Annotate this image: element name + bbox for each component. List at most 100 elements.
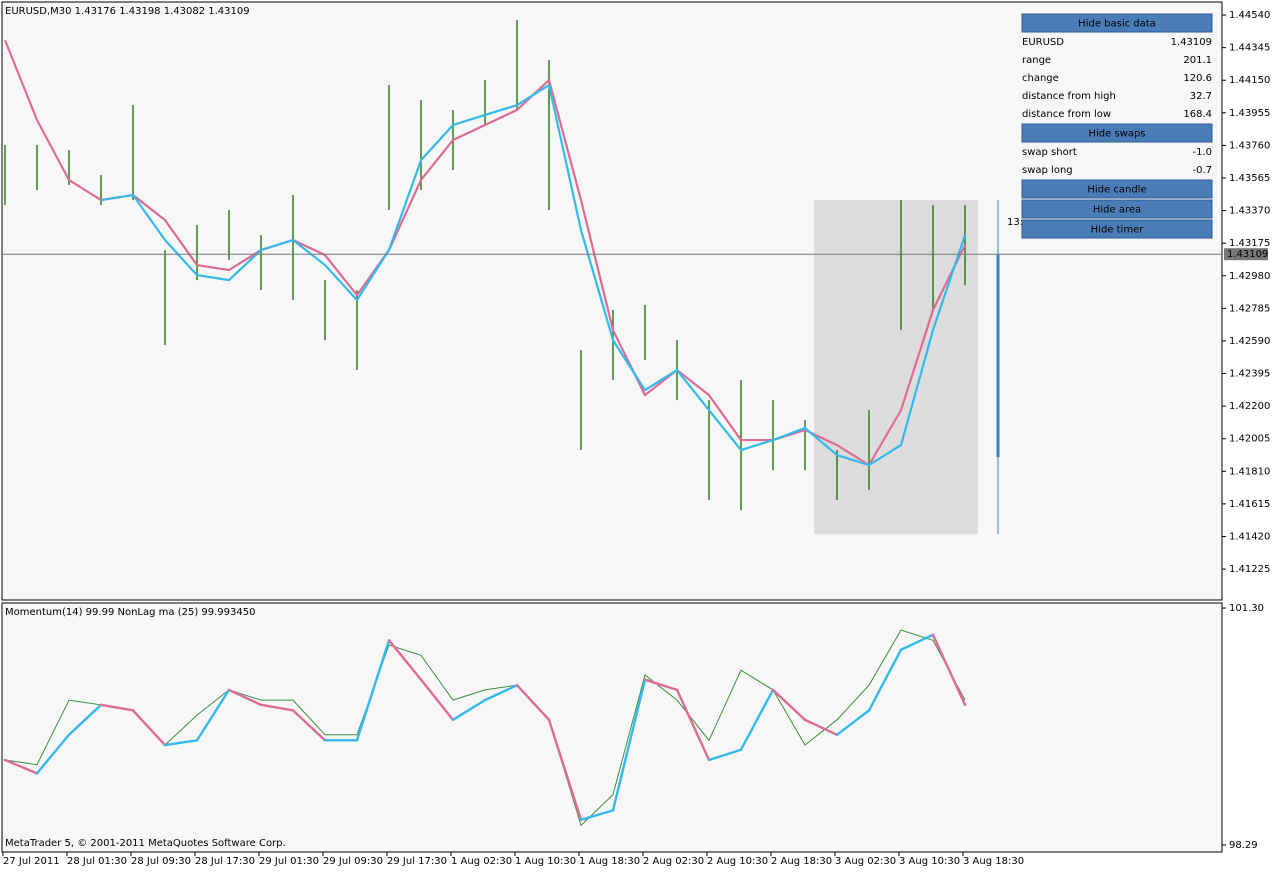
info-value: 1.43109 xyxy=(1171,37,1212,48)
ma-segment xyxy=(611,678,647,812)
candle-body xyxy=(996,254,1000,458)
timer-label: 13: xyxy=(1007,217,1023,228)
y-tick-label: 1.42590 xyxy=(1229,336,1270,347)
x-tick-label: 2 Aug 02:30 xyxy=(643,856,704,867)
ma-line xyxy=(100,83,967,467)
y-tick-label: 1.42980 xyxy=(1229,271,1270,282)
ma-segment xyxy=(643,678,679,692)
ma-segment xyxy=(803,718,839,736)
info-label: swap short xyxy=(1022,147,1077,158)
info-value: 201.1 xyxy=(1183,55,1212,66)
panel-button[interactable] xyxy=(1021,123,1213,143)
button-label[interactable]: Hide swaps xyxy=(1088,129,1145,140)
panel-button[interactable] xyxy=(1021,219,1213,239)
info-value: 32.7 xyxy=(1190,91,1212,102)
info-value: -1.0 xyxy=(1192,147,1212,158)
x-tick-label: 29 Jul 09:30 xyxy=(323,856,383,867)
info-value: 120.6 xyxy=(1183,73,1212,84)
ma-segment xyxy=(547,718,583,822)
ma-segment xyxy=(195,688,231,742)
y-tick-label: 1.42200 xyxy=(1229,401,1270,412)
x-tick-label: 27 Jul 2011 xyxy=(3,856,60,867)
ma-segment xyxy=(355,639,391,742)
y-tick-label: 1.41225 xyxy=(1229,564,1270,575)
last-price-label: 1.43109 xyxy=(1227,249,1268,260)
y-tick-label: 1.42785 xyxy=(1229,303,1270,314)
y-tick-label: 1.43760 xyxy=(1229,140,1270,151)
x-tick-label: 3 Aug 10:30 xyxy=(899,856,960,867)
ma-segment xyxy=(707,748,743,762)
momentum-pane xyxy=(1,602,1223,853)
panel-button[interactable] xyxy=(1021,179,1213,199)
ma-line xyxy=(3,39,966,467)
info-label: swap long xyxy=(1022,165,1073,176)
info-label: range xyxy=(1022,55,1051,66)
button-label[interactable]: Hide basic data xyxy=(1078,19,1156,30)
x-tick-label: 3 Aug 02:30 xyxy=(835,856,896,867)
ma-segment xyxy=(515,683,551,722)
x-tick-label: 28 Jul 01:30 xyxy=(67,856,127,867)
y-tick-label: 1.42395 xyxy=(1229,369,1270,380)
ma-segment xyxy=(131,709,167,747)
x-tick-label: 28 Jul 09:30 xyxy=(131,856,191,867)
button-label[interactable]: Hide candle xyxy=(1087,185,1146,196)
info-value: 168.4 xyxy=(1183,109,1212,120)
ma-segment xyxy=(35,733,71,775)
x-tick-label: 29 Jul 01:30 xyxy=(259,856,319,867)
y-tick-label: 1.42005 xyxy=(1229,434,1270,445)
info-label: change xyxy=(1022,73,1059,84)
button-label[interactable]: Hide timer xyxy=(1091,225,1145,236)
ma-segment xyxy=(899,633,935,651)
info-value: -0.7 xyxy=(1192,165,1212,176)
y-tick-label: 1.43370 xyxy=(1229,206,1270,217)
y-tick-label: 1.43565 xyxy=(1229,173,1270,184)
x-tick-label: 1 Aug 02:30 xyxy=(451,856,512,867)
ma-segment xyxy=(3,758,39,775)
indicator-title: Momentum(14) 99.99 NonLag ma (25) 99.993… xyxy=(5,607,255,618)
ma-segment xyxy=(163,739,199,747)
panel-button[interactable] xyxy=(1021,199,1213,219)
ma-segment xyxy=(579,809,615,822)
x-tick-label: 2 Aug 10:30 xyxy=(707,856,768,867)
y-tick-label: 1.44345 xyxy=(1229,43,1270,54)
ma-segment xyxy=(387,639,423,681)
x-tick-label: 29 Jul 17:30 xyxy=(387,856,447,867)
x-tick-label: 1 Aug 18:30 xyxy=(579,856,640,867)
x-tick-label: 3 Aug 18:30 xyxy=(963,856,1024,867)
button-label[interactable]: Hide area xyxy=(1093,205,1141,216)
ma-segment xyxy=(483,683,519,702)
x-tick-label: 28 Jul 17:30 xyxy=(195,856,255,867)
info-label: distance from high xyxy=(1022,91,1116,102)
price-pane xyxy=(1,1,1223,601)
ma-segment xyxy=(931,633,967,707)
y-tick-label: 1.41615 xyxy=(1229,499,1270,510)
y-tick-label: 1.43955 xyxy=(1229,108,1270,119)
last-price-box xyxy=(1224,248,1268,261)
y-tick-label: 1.41420 xyxy=(1229,531,1270,542)
copyright: MetaTrader 5, © 2001-2011 MetaQuotes Sof… xyxy=(5,838,286,849)
chart-title: EURUSD,M30 1.43176 1.43198 1.43082 1.431… xyxy=(5,6,250,17)
y-tick-label: 98.29 xyxy=(1229,840,1258,851)
ma-segment xyxy=(739,688,775,751)
x-tick-label: 2 Aug 18:30 xyxy=(771,856,832,867)
y-tick-label: 1.41810 xyxy=(1229,466,1270,477)
y-tick-label: 1.44540 xyxy=(1229,10,1270,21)
highlight-area xyxy=(814,200,978,535)
ma-segment xyxy=(227,688,263,707)
ma-segment xyxy=(675,688,711,762)
info-label: EURUSD xyxy=(1022,37,1064,48)
ma-segment xyxy=(259,703,295,712)
y-tick-label: 101.30 xyxy=(1229,603,1264,614)
ma-segment xyxy=(419,678,455,722)
y-tick-label: 1.43175 xyxy=(1229,238,1270,249)
ma-segment xyxy=(867,648,903,712)
ma-segment xyxy=(67,703,103,736)
panel-button[interactable] xyxy=(1021,13,1213,33)
ma-segment xyxy=(291,709,327,742)
info-label: distance from low xyxy=(1022,109,1111,120)
x-tick-label: 1 Aug 10:30 xyxy=(515,856,576,867)
y-tick-label: 1.44150 xyxy=(1229,75,1270,86)
ma-segment xyxy=(99,703,135,712)
ma-segment xyxy=(451,698,487,722)
